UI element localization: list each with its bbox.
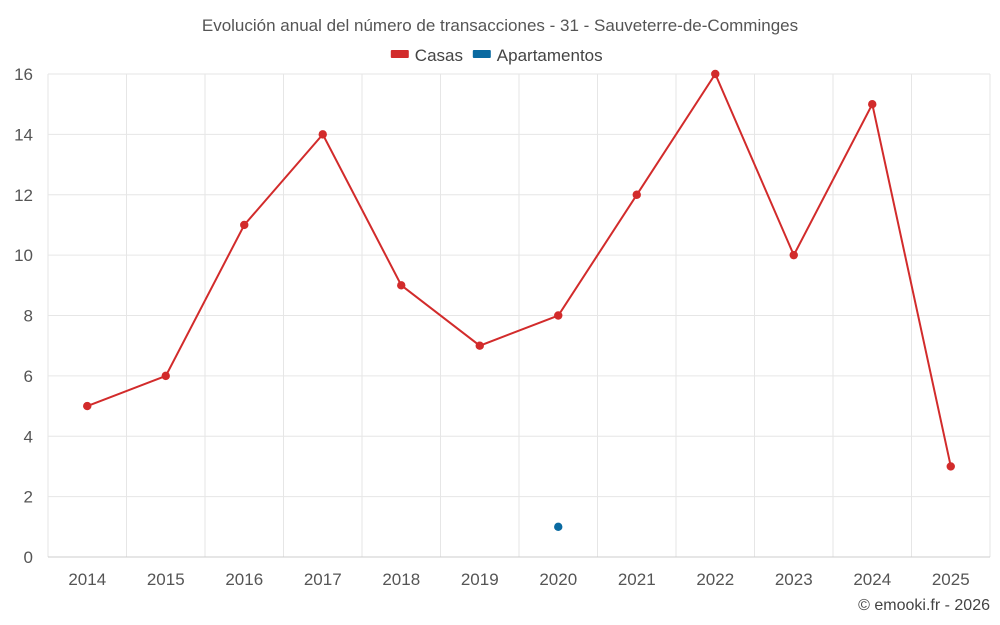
- credit-text: © emooki.fr - 2026: [858, 597, 990, 614]
- y-tick-label: 16: [14, 65, 33, 84]
- chart-title: Evolución anual del número de transaccio…: [202, 16, 798, 35]
- x-tick-label: 2017: [304, 570, 342, 589]
- data-point-apartamentos-2020[interactable]: [554, 522, 563, 532]
- legend-swatch-apartamentos[interactable]: [472, 50, 491, 58]
- y-tick-label: 0: [24, 548, 33, 567]
- x-tick-label: 2014: [68, 570, 106, 589]
- data-point-casas-2016[interactable]: [240, 220, 249, 230]
- x-tick-label: 2016: [225, 570, 263, 589]
- data-point-casas-2019[interactable]: [475, 341, 484, 350]
- y-tick-label: 14: [14, 125, 33, 144]
- y-axis: 0 2 4 6 8 10 12 14 16: [14, 65, 33, 567]
- data-point-casas-2021[interactable]: [632, 190, 641, 199]
- data-point-casas-2024[interactable]: [868, 99, 877, 109]
- x-tick-label: 2019: [461, 570, 499, 589]
- x-axis: 2014 2015 2016 2017 2018 2019 2020 2021 2022 2023…: [68, 570, 969, 589]
- series-line-casas: [86, 71, 952, 467]
- legend-label-casas[interactable]: Casas: [415, 46, 463, 65]
- y-tick-label: 6: [24, 367, 33, 386]
- x-tick-label: 2021: [618, 570, 656, 589]
- data-point-casas-2015[interactable]: [161, 371, 170, 381]
- legend: Casas Apartamentos: [390, 46, 603, 65]
- y-tick-label: 2: [24, 488, 33, 507]
- data-point-casas-2023[interactable]: [789, 250, 798, 260]
- data-point-casas-2025[interactable]: [946, 462, 955, 471]
- y-tick-label: 8: [24, 307, 33, 326]
- gridlines: [47, 73, 991, 558]
- y-tick-label: 10: [14, 246, 33, 265]
- x-tick-label: 2025: [932, 570, 970, 589]
- data-point-casas-2017[interactable]: [318, 130, 327, 139]
- y-tick-label: 4: [24, 427, 33, 446]
- data-point-casas-2022[interactable]: [711, 69, 720, 79]
- data-point-casas-2014[interactable]: [83, 401, 92, 411]
- data-point-casas-2020[interactable]: [554, 311, 563, 320]
- x-tick-label: 2020: [539, 570, 577, 589]
- x-tick-label: 2023: [775, 570, 813, 589]
- x-tick-label: 2024: [853, 570, 891, 589]
- x-tick-label: 2022: [696, 570, 734, 589]
- x-tick-label: 2018: [382, 570, 420, 589]
- series-group: [83, 69, 955, 532]
- legend-swatch-casas[interactable]: [390, 50, 409, 58]
- legend-label-apartamentos[interactable]: Apartamentos: [497, 46, 603, 65]
- data-point-casas-2018[interactable]: [397, 281, 406, 290]
- x-tick-label: 2015: [147, 570, 185, 589]
- y-tick-label: 12: [14, 186, 33, 205]
